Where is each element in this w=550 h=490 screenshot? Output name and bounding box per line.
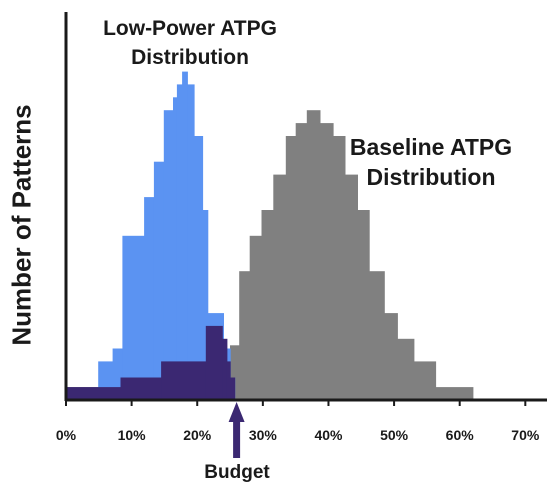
low-power-atpg-distribution-bar-5 [153, 161, 165, 400]
overlap-bar-4 [222, 338, 228, 400]
x-ticks: 0% 10% 20% 30% 40% 50% 60% 70% [56, 400, 540, 443]
x-tick-label-6: 60% [446, 427, 475, 443]
low-power-annotation: Low-Power ATPG Distribution [72, 14, 308, 72]
baseline-atpg-distribution-bar-21 [435, 387, 474, 400]
baseline-atpg-distribution-bar-8 [261, 210, 274, 400]
low-power-atpg-distribution-bar-2 [112, 348, 123, 400]
baseline-annotation-line2: Distribution [366, 164, 496, 190]
bars-layer [66, 71, 474, 401]
budget-arrow-head [228, 402, 245, 422]
overlap-bar-0 [66, 387, 122, 400]
low-power-atpg-distribution-bar-6 [163, 110, 174, 400]
overlap-bar-5 [226, 361, 231, 400]
baseline-atpg-distribution-bar-11 [295, 123, 308, 400]
x-tick-label-2: 20% [183, 427, 212, 443]
baseline-atpg-distribution-bar-10 [285, 136, 297, 400]
x-tick-label-4: 40% [314, 427, 343, 443]
x-tick-label-1: 10% [118, 427, 147, 443]
baseline-atpg-distribution-bar-16 [357, 210, 370, 400]
budget-arrow-group [228, 402, 245, 458]
low-power-atpg-distribution-bar-4 [144, 197, 155, 400]
baseline-atpg-distribution-bar-15 [344, 174, 358, 400]
low-power-atpg-distribution-bar-10 [187, 84, 195, 401]
baseline-atpg-distribution-bar-20 [413, 361, 437, 400]
baseline-atpg-distribution-bar-13 [319, 123, 334, 400]
baseline-annotation-line1: Baseline ATPG [349, 134, 513, 160]
overlap-bar-3 [205, 325, 223, 400]
x-tick-label-3: 30% [249, 427, 278, 443]
baseline-atpg-distribution-bar-19 [397, 338, 415, 400]
budget-annotation: Budget [204, 462, 270, 483]
low-power-atpg-distribution-bar-11 [194, 136, 204, 400]
low-power-atpg-distribution-bar-12 [202, 210, 209, 400]
low-power-annotation-line1: Low-Power ATPG [103, 17, 277, 40]
baseline-atpg-distribution-bar-5 [230, 345, 240, 400]
x-tick-label-7: 70% [511, 427, 540, 443]
low-power-annotation-line2: Distribution [131, 46, 249, 69]
y-axis-label-text: Number of Patterns [6, 104, 37, 346]
baseline-atpg-distribution-bar-7 [249, 235, 263, 400]
y-axis-label: Number of Patterns [2, 100, 42, 350]
low-power-atpg-distribution-bar-7 [173, 97, 178, 401]
baseline-atpg-distribution-bar-9 [273, 174, 287, 400]
overlap-bar-6 [230, 377, 236, 400]
overlap-bar-1 [120, 377, 162, 400]
baseline-atpg-distribution-bar-12 [306, 110, 321, 400]
x-tick-label-5: 50% [380, 427, 409, 443]
overlap-bar-2 [161, 361, 207, 400]
low-power-atpg-distribution-bar-9 [182, 71, 188, 400]
baseline-atpg-distribution-bar-18 [384, 313, 398, 400]
axis-layer [64, 12, 547, 402]
baseline-atpg-distribution-bar-17 [369, 271, 385, 400]
baseline-atpg-distribution-bar-6 [239, 271, 251, 400]
baseline-atpg-distribution-bar-14 [333, 136, 346, 400]
x-tick-label-0: 0% [56, 427, 77, 443]
low-power-atpg-distribution-bar-8 [176, 84, 183, 401]
baseline-annotation: Baseline ATPG Distribution [326, 132, 536, 192]
low-power-atpg-distribution-bar-3 [122, 235, 145, 400]
